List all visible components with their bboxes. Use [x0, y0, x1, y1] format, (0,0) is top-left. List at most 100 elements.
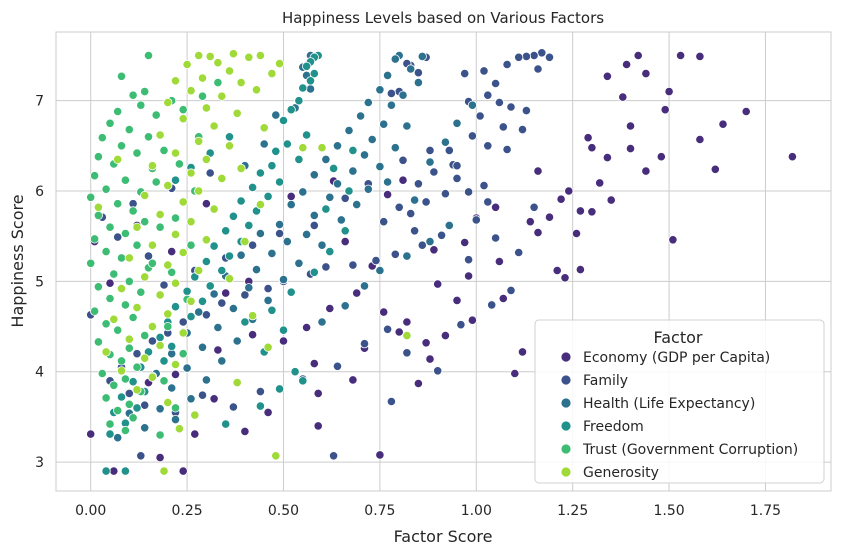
data-point	[379, 307, 389, 317]
data-point	[248, 182, 258, 192]
data-point	[340, 193, 350, 203]
data-point	[332, 141, 343, 151]
data-point	[575, 264, 586, 275]
data-point	[209, 394, 219, 404]
data-point	[294, 96, 304, 106]
data-point	[120, 466, 131, 476]
data-point	[305, 76, 316, 86]
data-point	[267, 69, 277, 79]
data-point	[444, 220, 454, 230]
data-point	[305, 84, 316, 94]
data-point	[182, 59, 192, 70]
data-point	[113, 433, 123, 443]
data-point	[90, 171, 100, 181]
data-point	[124, 343, 134, 353]
data-point	[533, 166, 543, 176]
legend-marker	[560, 351, 572, 363]
data-point	[113, 232, 123, 242]
data-point	[436, 230, 447, 240]
data-point	[132, 403, 142, 413]
data-point	[506, 102, 516, 112]
data-point	[298, 83, 308, 93]
data-point	[90, 234, 100, 244]
data-point	[244, 220, 254, 230]
data-point	[267, 305, 277, 315]
data-point	[301, 130, 312, 140]
data-point	[525, 217, 535, 227]
data-point	[132, 302, 142, 313]
data-point	[544, 52, 555, 62]
data-point	[197, 73, 208, 83]
data-point	[452, 173, 462, 183]
data-point	[232, 377, 242, 388]
data-point	[132, 222, 142, 232]
data-point	[155, 340, 165, 351]
data-point	[178, 317, 188, 327]
data-point	[417, 240, 427, 250]
data-point	[440, 189, 450, 199]
data-point	[124, 125, 134, 135]
data-point	[425, 354, 435, 364]
data-point	[602, 153, 613, 163]
data-point	[201, 375, 211, 385]
data-point	[301, 322, 312, 333]
data-point	[190, 410, 200, 420]
data-point	[390, 249, 400, 259]
data-point	[236, 196, 246, 206]
data-point	[263, 407, 273, 417]
data-point	[236, 163, 246, 173]
data-point	[282, 139, 292, 149]
data-point	[217, 298, 227, 308]
data-point	[625, 144, 636, 154]
data-point	[186, 311, 196, 322]
data-point	[167, 247, 177, 257]
data-point	[267, 161, 277, 171]
y-tick-label: 3	[35, 455, 44, 471]
data-point	[417, 51, 427, 62]
data-point	[86, 429, 96, 439]
data-point	[213, 58, 223, 68]
data-point	[379, 217, 389, 227]
data-point	[340, 301, 350, 311]
data-point	[402, 121, 412, 131]
data-point	[479, 181, 489, 191]
data-point	[109, 380, 119, 390]
data-point	[105, 429, 115, 439]
data-point	[490, 202, 501, 212]
data-point	[101, 347, 111, 357]
data-point	[155, 452, 165, 463]
data-point	[425, 145, 435, 155]
data-point	[178, 247, 188, 258]
data-point	[186, 296, 196, 306]
data-point	[286, 200, 296, 210]
data-point	[209, 289, 219, 299]
legend-label: Health (Life Expectancy)	[583, 396, 755, 412]
chart-title: Happiness Levels based on Various Factor…	[282, 9, 604, 27]
data-point	[533, 228, 543, 238]
y-tick-label: 4	[35, 365, 44, 381]
data-point	[290, 367, 300, 377]
legend-box	[534, 319, 825, 484]
data-point	[170, 414, 181, 425]
data-point	[255, 168, 265, 178]
data-point	[201, 256, 211, 267]
data-point	[201, 103, 211, 113]
data-point	[575, 206, 586, 216]
data-point	[263, 191, 273, 201]
data-point	[93, 202, 104, 212]
data-point	[101, 393, 111, 403]
data-point	[124, 399, 134, 409]
data-point	[201, 235, 211, 245]
data-point	[352, 288, 362, 298]
data-point	[163, 181, 173, 191]
data-point	[170, 369, 181, 379]
data-point	[382, 177, 393, 187]
data-point	[170, 302, 181, 312]
data-point	[147, 258, 157, 268]
data-point	[124, 253, 134, 263]
data-point	[109, 269, 119, 279]
data-point	[120, 300, 131, 310]
data-point	[201, 310, 211, 320]
data-point	[167, 341, 177, 351]
data-point	[101, 247, 111, 257]
